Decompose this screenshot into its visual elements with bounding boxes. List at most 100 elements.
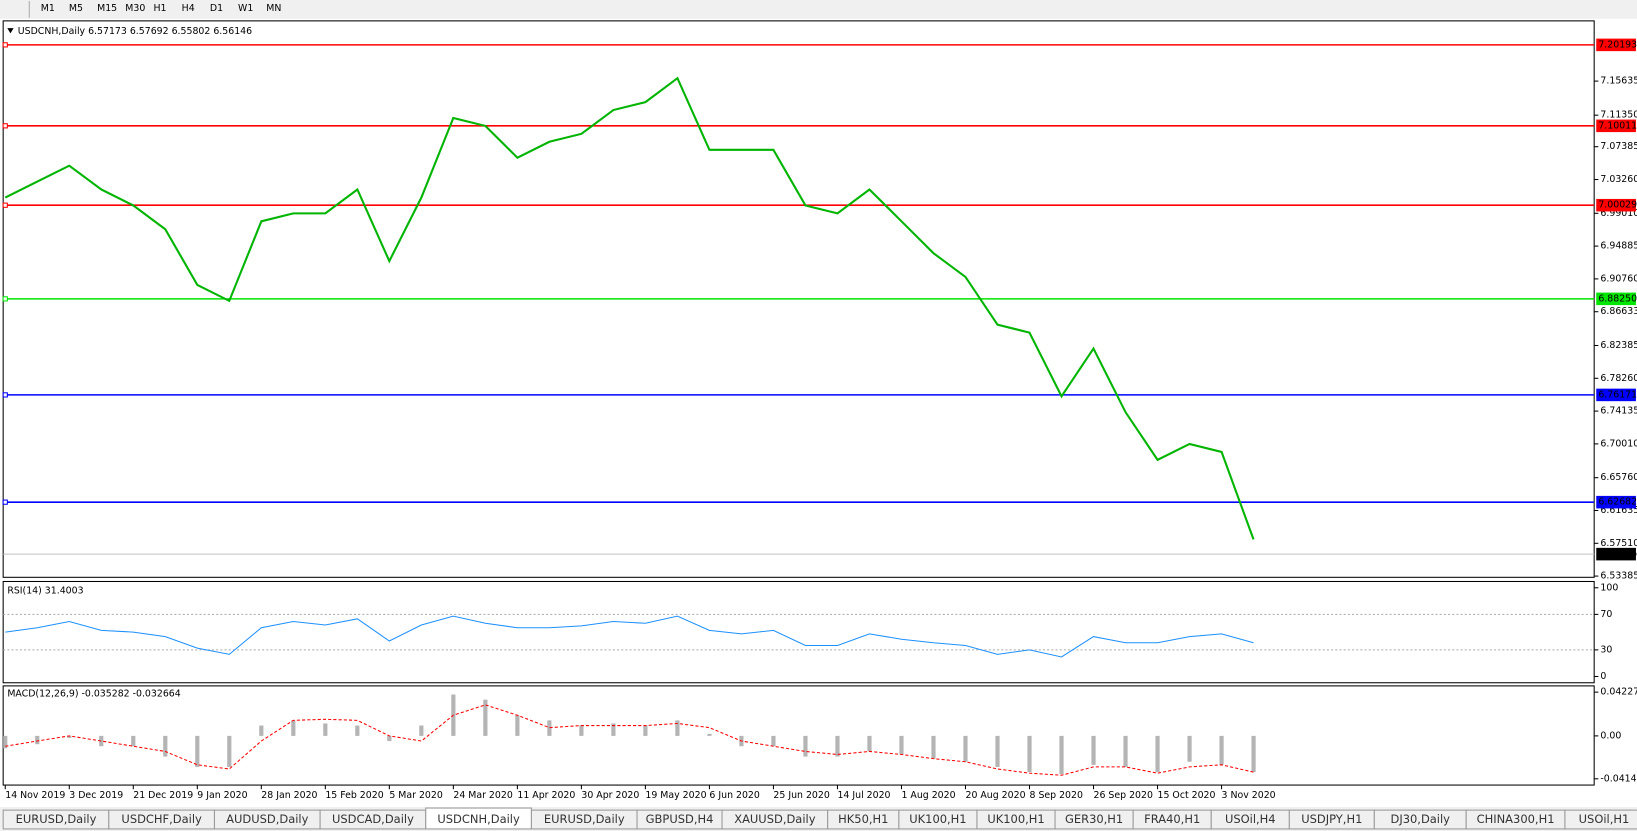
rsi-line	[5, 615, 1254, 658]
timeframe-button[interactable]: W1	[238, 3, 253, 14]
timeframe-button[interactable]: H1	[153, 3, 166, 14]
macd-bar	[995, 735, 1000, 767]
tab[interactable]: EURUSD,Daily	[2, 809, 110, 830]
y-tick-label: 70	[1600, 609, 1612, 620]
level-label-box	[1596, 292, 1636, 306]
timeframe-button[interactable]: M30	[125, 3, 145, 14]
level-label: 7.20193	[1598, 39, 1637, 50]
level-label: 6.62682	[1598, 497, 1637, 508]
tab[interactable]: XAUUSD,Daily	[721, 809, 829, 830]
level-label-box	[1596, 495, 1636, 509]
tab[interactable]: USOil,H4	[1210, 809, 1290, 830]
y-tick-label: 6.86633	[1600, 306, 1637, 317]
level-label-box	[1596, 388, 1636, 402]
tab[interactable]: DJ30,Daily	[1373, 809, 1467, 830]
timeframe-label: M15	[97, 3, 117, 14]
tab[interactable]: HK50,H1	[827, 809, 900, 830]
tab[interactable]: USDCHF,Daily	[108, 809, 215, 830]
tab[interactable]: USDCAD,Daily	[319, 809, 427, 830]
y-tick-label: 0.042275	[1600, 687, 1637, 698]
macd-bar	[131, 735, 136, 747]
tab-label: USOil,H4	[1225, 812, 1276, 826]
x-tick-label: 15 Feb 2020	[325, 790, 383, 801]
y-tick-label: 7.11350	[1600, 110, 1637, 121]
macd-bar	[675, 720, 680, 736]
macd-bar	[419, 725, 424, 736]
macd-bar	[1091, 735, 1096, 765]
x-tick-label: 11 Apr 2020	[517, 790, 575, 801]
level-label-box	[1596, 38, 1636, 52]
y-tick-label: 6.65760	[1600, 472, 1637, 483]
macd-bar	[1123, 735, 1128, 767]
tab[interactable]: USDJPY,H1	[1288, 809, 1375, 830]
timeframe-label: D1	[210, 3, 223, 14]
tab-label: USDCHF,Daily	[121, 812, 202, 826]
macd-bar	[3, 735, 8, 749]
macd-bar	[35, 735, 40, 745]
macd-bar	[867, 735, 872, 752]
macd-bar	[1059, 735, 1064, 775]
timeframe-button[interactable]: D1	[210, 3, 223, 14]
y-tick-label: 6.78260	[1600, 373, 1637, 384]
rsi-title: RSI(14) 31.4003	[7, 585, 83, 596]
macd-bar	[803, 735, 808, 757]
tab-label: UK100,H1	[909, 812, 966, 826]
tab[interactable]: GBPUSD,H4	[636, 809, 723, 830]
x-tick-label: 26 Sep 2020	[1094, 790, 1153, 801]
tab[interactable]: UK100,H1	[976, 809, 1056, 830]
current-price-label: 6.56146	[1598, 549, 1637, 560]
x-tick-label: 1 Aug 2020	[901, 790, 955, 801]
tab[interactable]: CHINA300,H1	[1465, 809, 1566, 830]
timeframe-label: H4	[182, 3, 195, 14]
level-marker	[2, 202, 8, 208]
macd-bar	[515, 715, 520, 736]
macd-bar	[707, 733, 712, 736]
tab[interactable]: FRA40,H1	[1132, 809, 1212, 830]
level-marker	[2, 123, 8, 129]
macd-signal	[5, 704, 1254, 776]
y-tick-label: 30	[1600, 644, 1612, 655]
y-tick-label: 6.99010	[1600, 208, 1637, 219]
tab-background	[1564, 809, 1637, 830]
tab-label: USDCAD,Daily	[332, 812, 414, 826]
tab-label: FRA40,H1	[1144, 812, 1200, 826]
tab-label: USDCNH,Daily	[437, 812, 520, 826]
x-tick-label: 3 Nov 2020	[1222, 790, 1276, 801]
macd-bar	[963, 735, 968, 762]
y-tick-label: 100	[1600, 582, 1618, 593]
macd-bar	[1027, 735, 1032, 773]
macd-bar	[291, 720, 296, 736]
timeframe-button[interactable]: M5	[69, 3, 83, 14]
timeframe-button[interactable]: MN	[266, 3, 281, 14]
x-tick-label: 8 Sep 2020	[1030, 790, 1083, 801]
tab[interactable]: USOil,H1	[1564, 809, 1637, 830]
tab[interactable]: AUDUSD,Daily	[213, 809, 321, 830]
y-tick-label: 7.03260	[1600, 174, 1637, 185]
y-tick-label: 0.00	[1600, 730, 1621, 741]
timeframe-button[interactable]: H4	[182, 3, 195, 14]
macd-bar	[1155, 735, 1160, 773]
chart-title: USDCNH,Daily 6.57173 6.57692 6.55802 6.5…	[18, 26, 252, 37]
level-marker	[2, 42, 8, 48]
macd-bar	[579, 725, 584, 736]
tab[interactable]: UK100,H1	[898, 809, 978, 830]
y-tick-label: 7.07385	[1600, 141, 1637, 152]
macd-title: MACD(12,26,9) -0.035282 -0.032664	[7, 689, 180, 700]
timeframe-label: MN	[266, 3, 281, 14]
x-tick-label: 20 Aug 2020	[965, 790, 1025, 801]
tab-label: USDJPY,H1	[1301, 812, 1362, 826]
y-tick-label: 6.61635	[1600, 505, 1637, 516]
macd-bar	[67, 735, 72, 738]
timeframe-button[interactable]: M1	[41, 3, 55, 14]
macd-bar	[323, 723, 328, 736]
timeframe-button[interactable]: M15	[97, 3, 117, 14]
tab-label: USOil,H1	[1579, 812, 1630, 826]
timeframe-label: M1	[41, 3, 55, 14]
tab[interactable]: GER30,H1	[1054, 809, 1134, 830]
price-line	[4, 76, 1255, 540]
x-tick-label: 3 Dec 2019	[69, 790, 123, 801]
macd-bar	[387, 735, 392, 742]
tab[interactable]: EURUSD,Daily	[530, 809, 638, 830]
tab[interactable]: USDCNH,Daily	[425, 807, 532, 830]
